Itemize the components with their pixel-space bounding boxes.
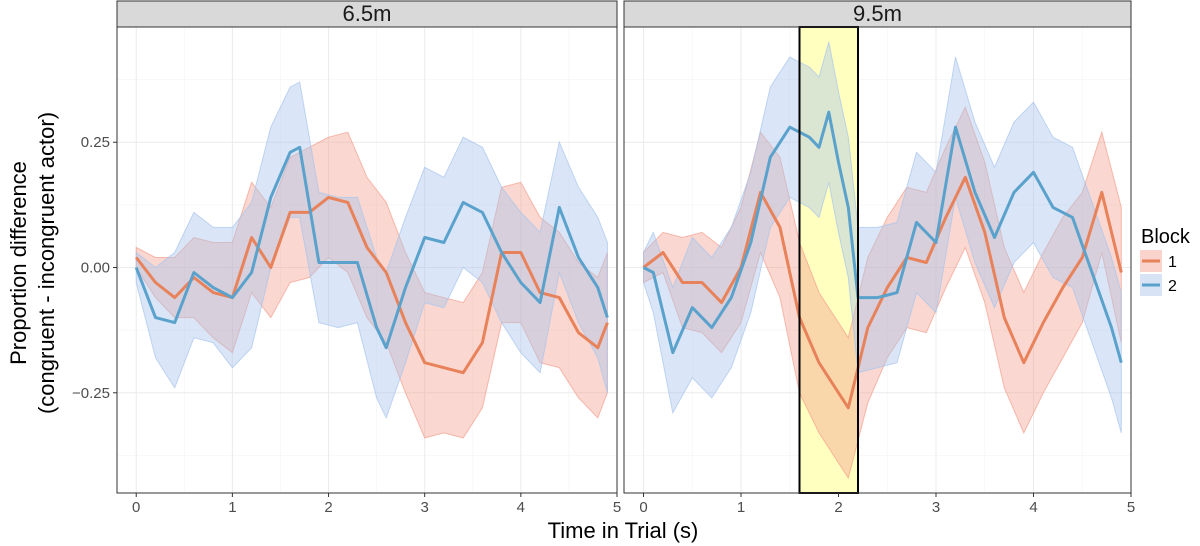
y-axis-title-line2: (congruent - incongruent actor) (34, 112, 59, 414)
x-tick-label: 0 (132, 499, 140, 516)
legend-label-2: 2 (1168, 278, 1177, 295)
x-tick-label: 3 (932, 499, 940, 516)
y-axis-title-line1: Proportion difference (6, 161, 31, 365)
panel-6.5m: 6.5m 0 1 2 3 4 5 −0.25 0.00 0.25 (72, 0, 621, 516)
panel-border (116, 26, 618, 494)
series-line-block-2 (134, 145, 609, 350)
y-tick-label: 0.25 (81, 134, 110, 151)
facet-strip (116, 0, 618, 28)
panels-layer: 6.5m 0 1 2 3 4 5 −0.25 0.00 0.25 9.5m 0 1 2 3 4 5 (72, 0, 1135, 516)
legend-entry-1: 1 (1140, 250, 1177, 272)
ci-ribbon-block-2 (643, 41, 1122, 434)
x-tick-label: 3 (421, 499, 429, 516)
panel-background (117, 27, 617, 493)
panel-9.5m: 9.5m 0 1 2 3 4 5 (623, 0, 1135, 516)
panel-border (623, 26, 1132, 494)
x-tick-label: 4 (517, 499, 525, 516)
series-line-block-1 (135, 195, 609, 375)
y-tick-label: 0.00 (81, 260, 110, 277)
legend-label-1: 1 (1168, 254, 1177, 271)
series-line-block-1 (642, 175, 1123, 410)
x-tick-label: 4 (1029, 499, 1037, 516)
legend-title: Block (1141, 226, 1191, 248)
legend-entry-2: 2 (1140, 274, 1177, 296)
x-tick-label: 2 (324, 499, 332, 516)
highlight-window (799, 27, 858, 493)
x-tick-label: 0 (639, 499, 647, 516)
x-tick-label: 5 (613, 499, 621, 516)
facet-label: 9.5m (853, 1, 902, 26)
y-tick-label: −0.25 (72, 385, 110, 402)
x-tick-label: 1 (228, 499, 236, 516)
y-axis-title: Proportion difference (congruent - incon… (6, 112, 59, 414)
ci-ribbon-block-2 (135, 81, 608, 420)
x-tick-label: 5 (1127, 499, 1135, 516)
legend: Block 1 2 (1140, 226, 1191, 296)
facet-label: 6.5m (343, 1, 392, 26)
x-tick-label: 2 (834, 499, 842, 516)
panel-background (624, 27, 1131, 493)
x-axis-title: Time in Trial (s) (548, 518, 699, 543)
x-tick-label: 1 (737, 499, 745, 516)
